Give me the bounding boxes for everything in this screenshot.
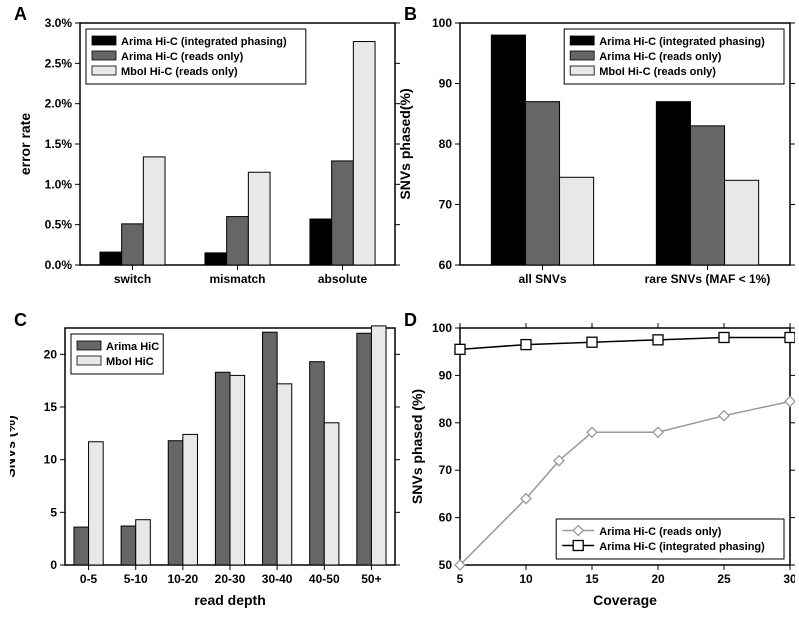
svg-text:switch: switch xyxy=(114,272,151,286)
panel-c-chart: 0 5 10 15 20 SNVs (%) 0-5 5-10 10-20 20-30 30-40 40… xyxy=(10,310,400,610)
svg-text:absolute: absolute xyxy=(318,272,368,286)
svg-text:2.5%: 2.5% xyxy=(45,56,73,70)
figure: A B C D 0.0%0.5%1.0%1.5%2.0%2.5%3.0%erro… xyxy=(0,0,799,620)
svg-text:MboI Hi-C (reads only): MboI Hi-C (reads only) xyxy=(121,66,238,78)
svg-text:30-40: 30-40 xyxy=(262,572,293,586)
svg-text:40-50: 40-50 xyxy=(309,572,340,586)
svg-text:60: 60 xyxy=(439,258,453,272)
svg-text:30: 30 xyxy=(783,572,795,586)
svg-text:80: 80 xyxy=(439,416,453,430)
svg-text:SNVs (%): SNVs (%) xyxy=(10,415,18,477)
svg-text:60: 60 xyxy=(439,511,453,525)
svg-text:SNVs phased (%): SNVs phased (%) xyxy=(409,389,425,504)
svg-text:70: 70 xyxy=(439,198,453,212)
svg-text:Arima Hi-C (integrated phasing: Arima Hi-C (integrated phasing) xyxy=(121,36,287,48)
svg-text:50: 50 xyxy=(439,558,453,572)
svg-text:5: 5 xyxy=(50,505,57,519)
svg-text:0: 0 xyxy=(50,558,57,572)
svg-text:error rate: error rate xyxy=(17,113,33,175)
svg-text:20: 20 xyxy=(44,347,58,361)
svg-text:25: 25 xyxy=(717,572,731,586)
svg-text:100: 100 xyxy=(432,321,452,335)
svg-text:0.0%: 0.0% xyxy=(45,258,73,272)
panel-a-chart: 0.0% 0.5% 1.0% 1.5% 2.0% 2.5% 3.0% error rate sw… xyxy=(10,5,400,295)
svg-text:Coverage: Coverage xyxy=(593,592,657,608)
svg-text:MboI HiC: MboI HiC xyxy=(106,356,154,368)
svg-text:5: 5 xyxy=(457,572,464,586)
svg-text:0-5: 0-5 xyxy=(80,572,98,586)
svg-text:mismatch: mismatch xyxy=(209,272,265,286)
svg-text:15: 15 xyxy=(44,400,58,414)
svg-text:Arima Hi-C (reads only): Arima Hi-C (reads only) xyxy=(599,526,722,538)
svg-text:Arima Hi-C (reads only): Arima Hi-C (reads only) xyxy=(121,51,244,63)
svg-text:10: 10 xyxy=(44,453,58,467)
panel-d-chart: 50 60 70 80 90 100 5 10 15 20 25 30 SNVs phased (%) C… xyxy=(400,310,795,610)
svg-text:50+: 50+ xyxy=(361,572,381,586)
svg-text:1.0%: 1.0% xyxy=(45,177,73,191)
svg-text:20: 20 xyxy=(651,572,665,586)
svg-text:0.5%: 0.5% xyxy=(45,218,73,232)
svg-text:Arima Hi-C (integrated phasing: Arima Hi-C (integrated phasing) xyxy=(599,541,765,553)
svg-text:3.0%: 3.0% xyxy=(45,16,73,30)
svg-text:2.0%: 2.0% xyxy=(45,97,73,111)
svg-text:MboI Hi-C (reads only): MboI Hi-C (reads only) xyxy=(599,66,716,78)
svg-text:15: 15 xyxy=(585,572,599,586)
svg-text:80: 80 xyxy=(439,137,453,151)
svg-text:70: 70 xyxy=(439,463,453,477)
panel-b-chart: 60 70 80 90 100 SNVs phased(%) all SNVs rare SN… xyxy=(400,5,795,295)
svg-text:rare SNVs (MAF < 1%): rare SNVs (MAF < 1%) xyxy=(645,272,771,286)
svg-text:SNVs phased(%): SNVs phased(%) xyxy=(400,88,413,199)
svg-text:10: 10 xyxy=(519,572,533,586)
svg-text:1.5%: 1.5% xyxy=(45,137,73,151)
svg-text:Arima Hi-C (reads only): Arima Hi-C (reads only) xyxy=(599,51,722,63)
svg-text:10-20: 10-20 xyxy=(168,572,199,586)
svg-text:100: 100 xyxy=(432,16,452,30)
svg-text:90: 90 xyxy=(439,368,453,382)
svg-text:read depth: read depth xyxy=(194,592,266,608)
svg-text:Arima HiC: Arima HiC xyxy=(106,341,159,353)
svg-text:20-30: 20-30 xyxy=(215,572,246,586)
svg-text:5-10: 5-10 xyxy=(124,572,148,586)
svg-text:90: 90 xyxy=(439,77,453,91)
svg-text:Arima Hi-C (integrated phasing: Arima Hi-C (integrated phasing) xyxy=(599,36,765,48)
svg-text:all SNVs: all SNVs xyxy=(518,272,566,286)
